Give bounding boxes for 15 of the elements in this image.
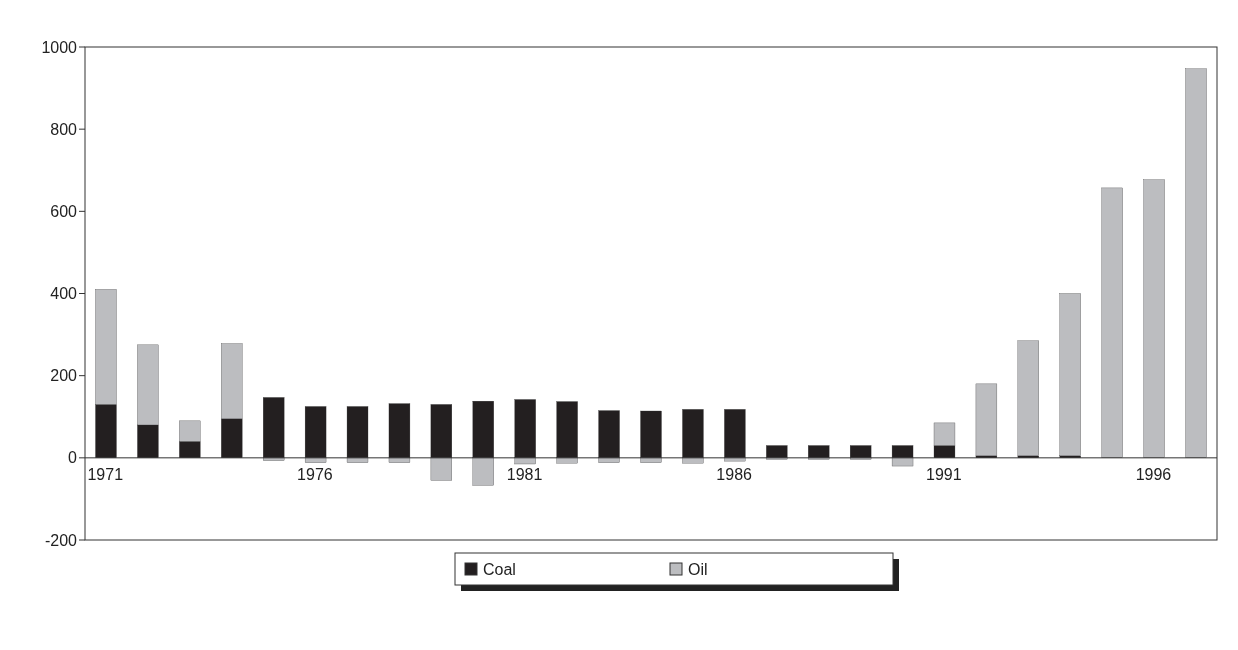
- x-tick-label: 1996: [1135, 465, 1172, 483]
- y-tick-label: 1000: [41, 38, 78, 56]
- legend-label: Oil: [688, 560, 708, 578]
- y-tick-label: 800: [50, 120, 78, 138]
- y-tick-label: 200: [50, 367, 78, 385]
- x-tick-label: 1981: [506, 465, 543, 483]
- legend-label: Coal: [483, 560, 516, 578]
- x-tick-label: 1971: [87, 465, 124, 483]
- y-tick-label: 600: [50, 202, 78, 220]
- x-tick-label: 1976: [297, 465, 333, 483]
- y-tick-label: 400: [50, 285, 78, 303]
- x-tick-label: 1991: [926, 465, 962, 483]
- x-tick-label: 1986: [716, 465, 753, 483]
- y-tick-label: 0: [68, 449, 78, 467]
- y-tick-label: -200: [44, 531, 78, 549]
